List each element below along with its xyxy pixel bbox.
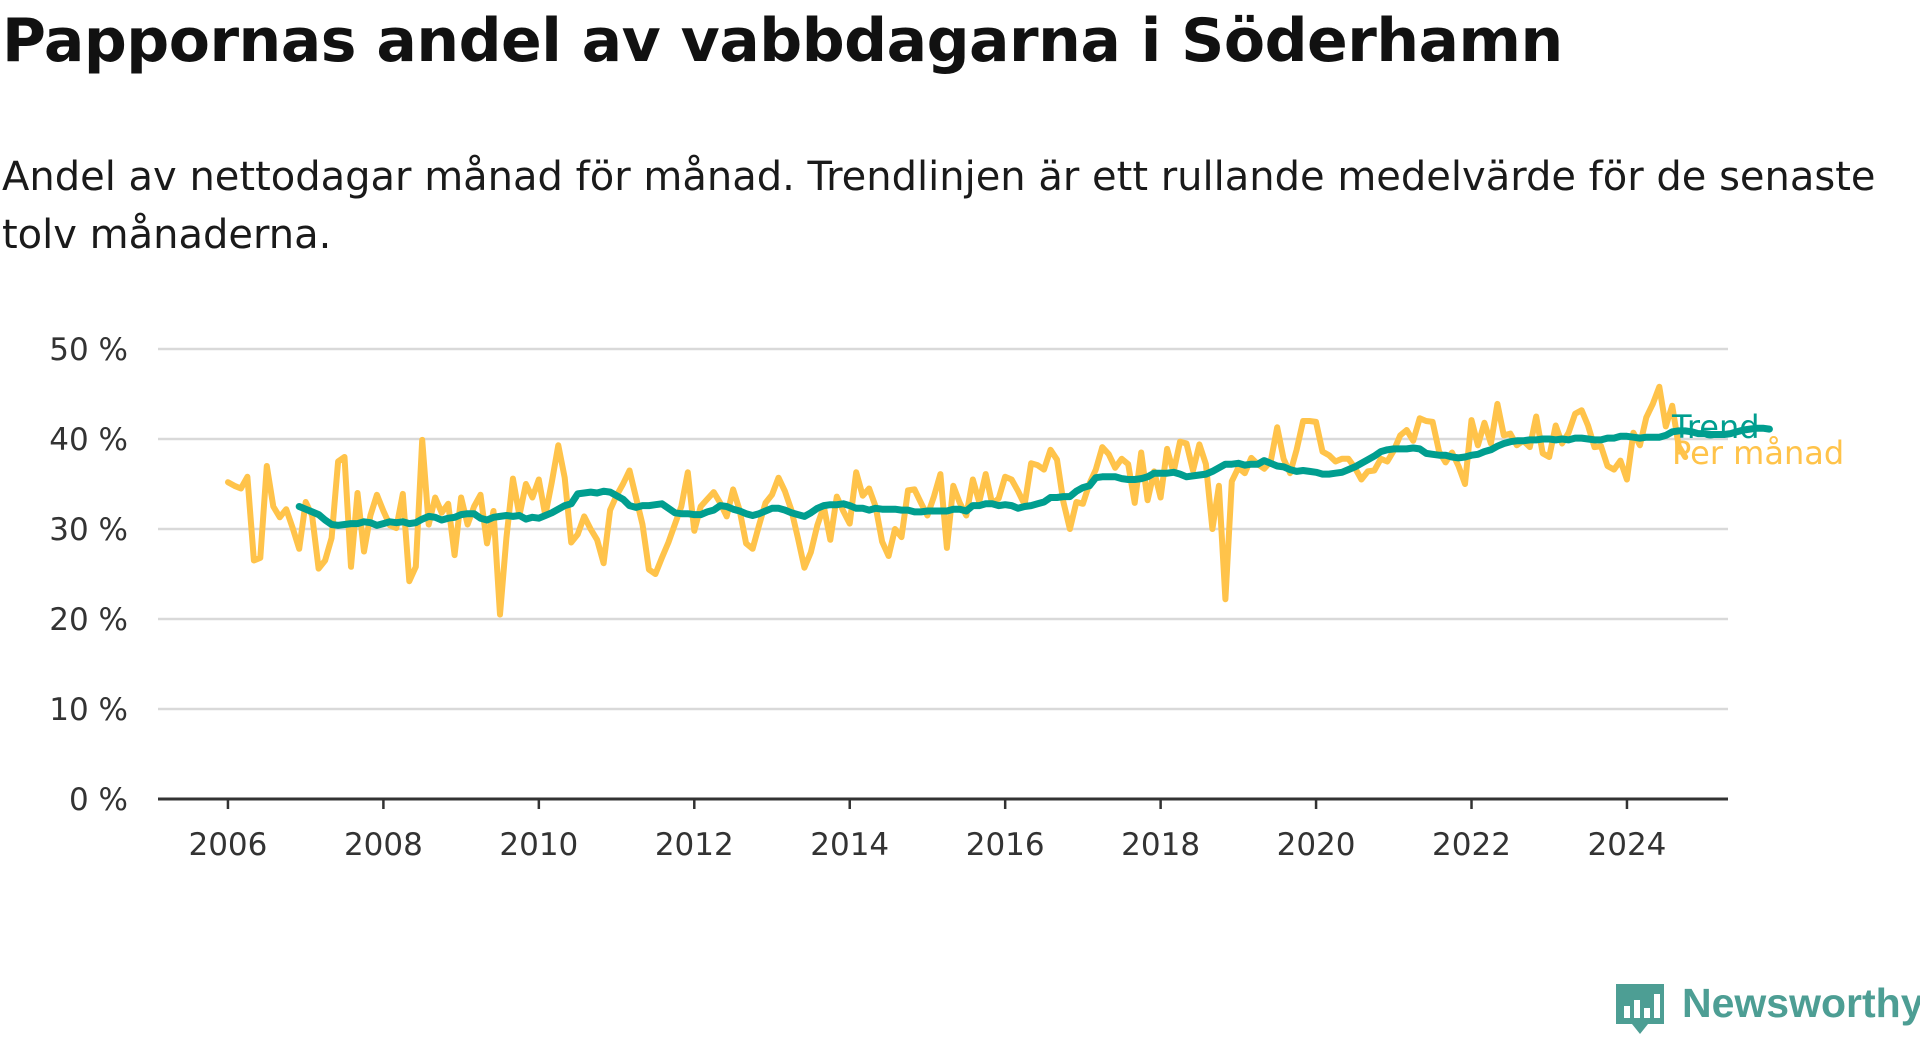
- x-tick-label: 2012: [655, 827, 734, 863]
- monthly-line: [225, 383, 1689, 618]
- monthly-label: Per månad: [1672, 434, 1844, 472]
- x-tick-label: 2010: [499, 827, 578, 863]
- x-tick-label: 2014: [810, 827, 889, 863]
- y-tick-label: 30 %: [49, 512, 128, 548]
- x-tick-label: 2018: [1121, 827, 1200, 863]
- trend-line: [295, 424, 1773, 529]
- x-tick-label: 2008: [344, 827, 423, 863]
- y-tick-label: 50 %: [49, 332, 128, 368]
- brand-name: Newsworthy: [1682, 980, 1920, 1026]
- x-axis: 2006 2008 2010 2012 2014 2016 2018 2020 2022 2024: [158, 797, 1728, 863]
- x-tick-label: 2020: [1277, 827, 1356, 863]
- brand-logo: [1614, 980, 1914, 1040]
- series: [225, 383, 1773, 618]
- y-tick-label: 20 %: [49, 602, 128, 638]
- x-tick-label: 2006: [188, 827, 267, 863]
- newsworthy-logo-icon: [1616, 984, 1664, 1034]
- x-tick-label: 2016: [966, 827, 1045, 863]
- trend-label: Trend: [1671, 408, 1760, 446]
- x-tick-label: 2022: [1432, 827, 1511, 863]
- y-tick-label: 0 %: [69, 782, 128, 818]
- y-tick-label: 10 %: [49, 692, 128, 728]
- chart-title: Pappornas andel av vabbdagarna i Söderha…: [2, 6, 1563, 76]
- chart-subtitle: Andel av nettodagar månad för månad. Tre…: [2, 154, 1876, 258]
- x-tick-label: 2024: [1588, 827, 1667, 863]
- y-axis: 0 % 10 % 20 % 30 % 40 % 50 %: [49, 332, 128, 818]
- y-tick-label: 40 %: [49, 422, 128, 458]
